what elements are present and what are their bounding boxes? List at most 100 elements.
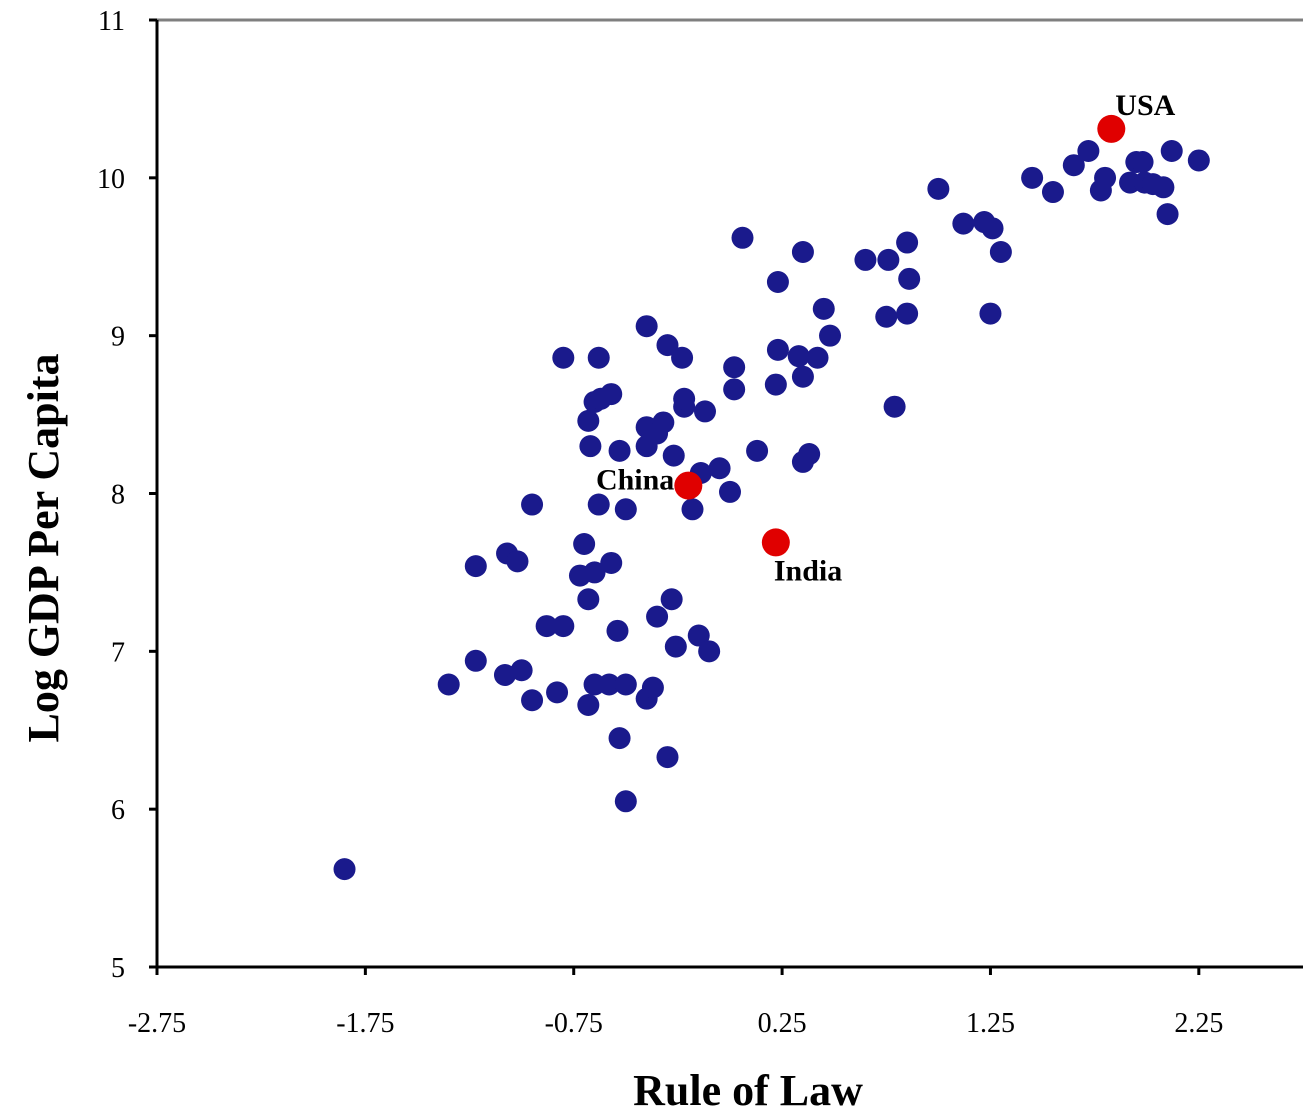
- country-point: [812, 297, 835, 320]
- x-tick-label: 0.25: [758, 1008, 807, 1039]
- country-point: [614, 673, 637, 696]
- country-point: [614, 498, 637, 521]
- country-point: [877, 248, 900, 271]
- country-point: [1160, 140, 1183, 163]
- highlight-point-india: [761, 528, 790, 557]
- country-point: [1156, 203, 1179, 226]
- country-point: [981, 217, 1004, 240]
- country-point: [608, 727, 631, 750]
- country-point: [577, 693, 600, 716]
- country-point: [656, 746, 679, 769]
- country-point: [898, 267, 921, 290]
- country-point: [614, 790, 637, 813]
- country-point: [979, 302, 1002, 325]
- country-point: [746, 439, 769, 462]
- y-tick-label: 11: [98, 6, 125, 37]
- x-tick-label: -2.75: [128, 1008, 186, 1039]
- country-point: [552, 615, 575, 638]
- country-point: [493, 664, 516, 687]
- country-point: [854, 248, 877, 271]
- highlight-label-india: India: [774, 554, 842, 587]
- country-point: [671, 346, 694, 369]
- country-point: [673, 387, 696, 410]
- country-point: [952, 212, 975, 235]
- country-point: [723, 356, 746, 379]
- x-axis-title: Rule of Law: [633, 1066, 863, 1114]
- y-tick-label: 7: [111, 637, 125, 668]
- country-point: [587, 493, 610, 516]
- country-point: [883, 395, 906, 418]
- y-tick-label: 10: [97, 164, 125, 195]
- country-point: [587, 346, 610, 369]
- country-point: [693, 400, 716, 423]
- country-point: [764, 373, 787, 396]
- country-point: [437, 673, 460, 696]
- highlight-label-usa: USA: [1115, 89, 1175, 122]
- country-point: [708, 457, 731, 480]
- highlight-label-china: China: [596, 464, 674, 497]
- country-point: [896, 302, 919, 325]
- country-point: [464, 649, 487, 672]
- country-point: [766, 271, 789, 294]
- country-point: [1041, 181, 1064, 204]
- country-point: [577, 409, 600, 432]
- country-point: [819, 324, 842, 347]
- country-point: [989, 241, 1012, 264]
- country-point: [583, 561, 606, 584]
- country-point: [600, 383, 623, 406]
- country-point: [652, 411, 675, 434]
- country-point: [506, 550, 529, 573]
- country-point: [546, 681, 569, 704]
- x-tick-label: 1.25: [966, 1008, 1015, 1039]
- country-point: [791, 365, 814, 388]
- y-axis-title: Log GDP Per Capita: [19, 353, 68, 742]
- country-point: [664, 635, 687, 658]
- country-point: [464, 555, 487, 578]
- country-point: [606, 619, 629, 642]
- country-point: [635, 315, 658, 338]
- country-point: [656, 334, 679, 357]
- country-point: [579, 435, 602, 458]
- country-point: [731, 226, 754, 249]
- country-point: [600, 551, 623, 574]
- country-point: [1152, 176, 1175, 199]
- country-point: [791, 241, 814, 264]
- country-point: [1131, 151, 1154, 174]
- country-point: [521, 689, 544, 712]
- country-point: [1094, 166, 1117, 189]
- country-point: [662, 444, 685, 467]
- country-point: [598, 673, 621, 696]
- y-tick-label: 6: [111, 795, 125, 826]
- country-point: [787, 345, 810, 368]
- country-point: [1187, 149, 1210, 172]
- country-point: [608, 439, 631, 462]
- country-point: [1077, 140, 1100, 163]
- country-point: [1062, 154, 1085, 177]
- highlight-point-usa: [1097, 114, 1126, 143]
- country-point: [875, 305, 898, 328]
- country-point: [723, 378, 746, 401]
- y-tick-label: 9: [111, 322, 125, 353]
- country-point: [687, 624, 710, 647]
- country-point: [698, 640, 721, 663]
- country-point: [1021, 166, 1044, 189]
- country-point: [577, 588, 600, 611]
- country-point: [719, 480, 741, 503]
- country-point: [333, 858, 356, 881]
- country-point: [896, 231, 919, 254]
- country-point: [646, 605, 669, 628]
- country-point: [766, 338, 789, 361]
- country-point: [806, 346, 829, 369]
- country-point: [927, 177, 950, 200]
- y-tick-label: 5: [111, 953, 125, 984]
- y-tick-label: 8: [111, 480, 125, 511]
- country-point: [521, 493, 544, 516]
- x-tick-label: 2.25: [1174, 1008, 1223, 1039]
- x-tick-label: -0.75: [545, 1008, 603, 1039]
- x-tick-label: -1.75: [336, 1008, 394, 1039]
- country-point: [660, 588, 683, 611]
- country-point: [552, 346, 575, 369]
- country-point: [681, 498, 704, 521]
